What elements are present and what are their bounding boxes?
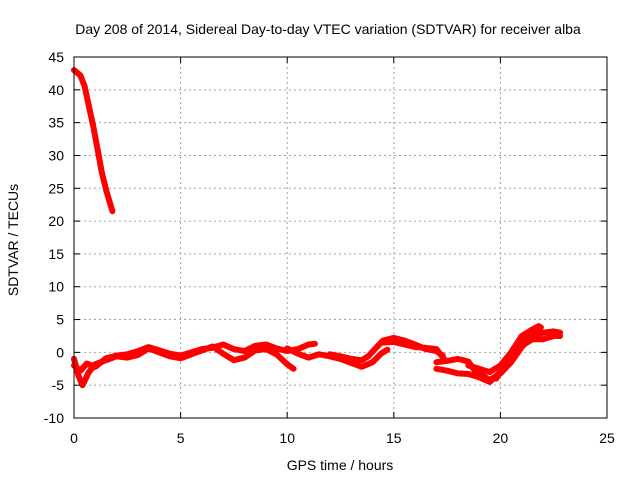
series-sat-i: [493, 324, 544, 382]
y-tick-label: 15: [48, 246, 64, 262]
plot-frame: [73, 56, 608, 419]
data-series-group: [71, 67, 564, 389]
axes: [73, 56, 608, 419]
y-tick-label: -10: [44, 410, 64, 426]
y-tick-label: 5: [56, 312, 64, 328]
series-sat-e: [380, 338, 448, 364]
series-sat-b: [71, 343, 297, 389]
x-tick-label: 15: [386, 430, 402, 446]
chart-title: Day 208 of 2014, Sidereal Day-to-day VTE…: [75, 21, 581, 37]
grid: [74, 57, 607, 418]
y-tick-label: 20: [48, 213, 64, 229]
y-tick-label: -5: [52, 377, 65, 393]
x-axis-label: GPS time / hours: [287, 457, 394, 473]
x-tick-label: 25: [599, 430, 615, 446]
x-tick-label: 0: [70, 430, 78, 446]
y-tick-label: 10: [48, 279, 64, 295]
x-tick-label: 10: [279, 430, 295, 446]
x-tick-labels: 0 5 10 15 20 25: [70, 430, 615, 446]
y-tick-label: 40: [48, 82, 64, 98]
y-axis-label: SDTVAR / TECUs: [5, 184, 21, 296]
x-tick-label: 5: [177, 430, 185, 446]
y-tick-label: 35: [48, 115, 64, 131]
y-tick-label: 25: [48, 180, 64, 196]
series-sat-high: [71, 67, 116, 215]
y-tick-label: 45: [48, 49, 64, 65]
y-tick-labels: -10 -5 0 5 10 15 20 25 30 35 40 45: [44, 49, 64, 426]
y-tick-label: 30: [48, 147, 64, 163]
y-tick-label: 0: [56, 344, 64, 360]
x-tick-label: 20: [493, 430, 509, 446]
